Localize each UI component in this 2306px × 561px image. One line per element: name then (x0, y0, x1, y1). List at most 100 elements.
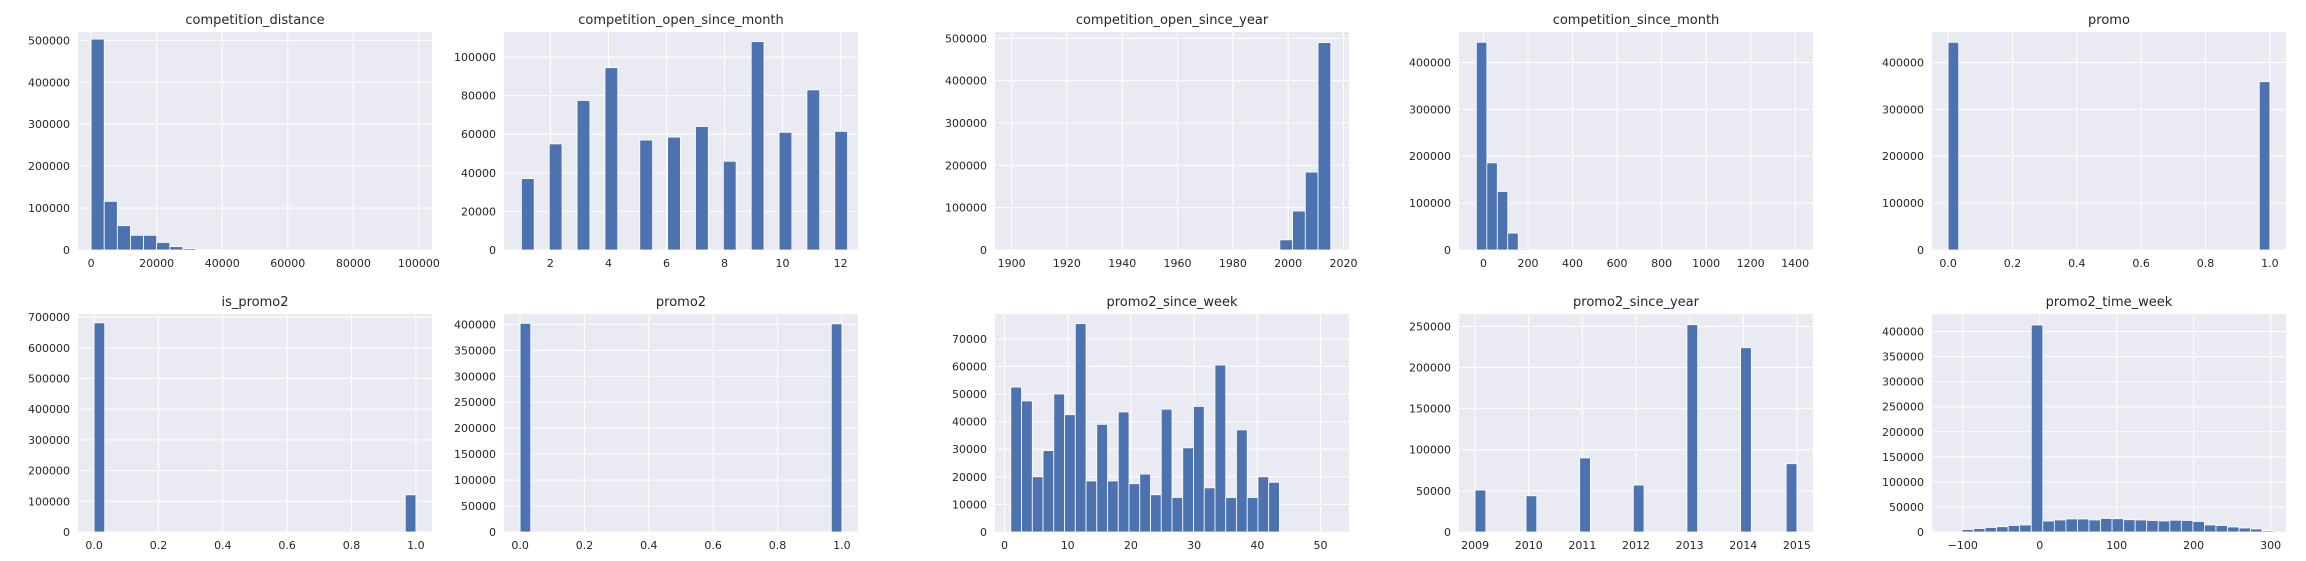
x-tick-label: 1400 (1781, 257, 1809, 270)
x-tick-label: 30 (1187, 539, 1201, 552)
x-tick-label: 0.2 (150, 539, 168, 552)
x-tick-label: 8 (721, 257, 728, 270)
x-tick-label: 60000 (270, 257, 305, 270)
x-tick-label: 1980 (1219, 257, 1247, 270)
x-tick-label: 6 (663, 257, 670, 270)
y-tick-label: 50000 (952, 388, 987, 401)
x-tick-label: 1900 (998, 257, 1026, 270)
subplot-promo2: 0.0 0.2 0.4 0.6 0.8 1.0 0 50000 100000 150000 2000… (454, 295, 858, 552)
y-tick-label: 0 (489, 526, 496, 539)
x-tick-label: 1920 (1053, 257, 1081, 270)
x-tick-label: 10 (1061, 539, 1075, 552)
x-tick-label: 1200 (1737, 257, 1765, 270)
plot-area (1459, 32, 1813, 250)
histogram-bar (1486, 162, 1498, 251)
x-tick-label: 0.8 (2197, 257, 2215, 270)
y-tick-label: 400000 (1882, 326, 1924, 339)
subplot-promo2_since_week: 0 10 20 30 40 50 0 10000 20000 30000 40000 50000 600… (952, 295, 1349, 552)
histogram-bar (1171, 497, 1184, 533)
histogram-bar (1150, 494, 1162, 533)
histogram-bar (2030, 324, 2044, 533)
histogram-bar (2042, 520, 2055, 533)
subplot-title: promo2_since_year (1573, 295, 1700, 310)
x-tick-label: 0.8 (343, 539, 361, 552)
histogram-bar (2238, 527, 2252, 533)
y-tick-label: 200000 (1409, 361, 1451, 374)
y-tick-label: 20000 (952, 471, 987, 484)
histogram-bar (1225, 497, 1237, 533)
histogram-bar (2088, 519, 2101, 533)
x-tick-label: 1.0 (407, 539, 425, 552)
histogram-bar (143, 234, 158, 251)
histogram-bar (1304, 171, 1319, 251)
subplot-is_promo2: 0.0 0.2 0.4 0.6 0.8 1.0 0 100000 200000 300000 400… (28, 295, 432, 552)
histogram-bar (1096, 423, 1108, 533)
y-tick-label: 300000 (28, 118, 70, 131)
subplot-competition_distance: 0 20000 40000 60000 80000 100000 0 100000 200000… (28, 13, 440, 270)
histogram-bar (93, 322, 106, 533)
histogram-bar (1984, 527, 1998, 533)
y-tick-label: 0 (1917, 244, 1924, 257)
y-tick-label: 60000 (952, 360, 987, 373)
histogram-bar (1268, 481, 1280, 533)
histogram-bar (548, 143, 563, 251)
subplot-competition_since_month: 0 200 400 600 800 1000 1200 1400 0 100000 200000 30… (1409, 13, 1813, 270)
y-tick-label: 100000 (454, 51, 496, 64)
histogram-bar (1128, 483, 1141, 533)
x-tick-label: 80000 (336, 257, 371, 270)
y-tick-label: 300000 (1882, 103, 1924, 116)
plot-area (504, 314, 858, 532)
x-tick-label: 20 (1124, 539, 1138, 552)
y-tick-label: 40000 (461, 167, 496, 180)
y-tick-label: 200000 (28, 160, 70, 173)
x-tick-label: 100000 (398, 257, 440, 270)
histogram-bar (1257, 476, 1270, 533)
histogram-bar (778, 131, 793, 251)
x-tick-label: 0.4 (2068, 257, 2086, 270)
x-tick-label: 2011 (1568, 539, 1596, 552)
y-tick-label: 500000 (28, 34, 70, 47)
y-tick-label: 60000 (461, 128, 496, 141)
x-tick-label: 0.6 (2132, 257, 2150, 270)
x-tick-label: 1.0 (833, 539, 851, 552)
y-tick-label: 500000 (945, 32, 987, 45)
histogram-bar (1496, 190, 1509, 251)
y-tick-label: 40000 (952, 416, 987, 429)
y-tick-label: 0 (1917, 526, 1924, 539)
y-tick-label: 150000 (454, 448, 496, 461)
subplot-title: competition_open_since_year (1076, 13, 1269, 28)
x-tick-label: 2000 (1274, 257, 1302, 270)
x-tick-label: 0.0 (1939, 257, 1957, 270)
subplot-title: competition_since_month (1553, 13, 1720, 28)
histogram-bar (2192, 521, 2205, 533)
x-tick-label: 10 (776, 257, 790, 270)
histogram-bar (1117, 411, 1130, 533)
y-tick-label: 0 (63, 526, 70, 539)
y-tick-label: 20000 (461, 205, 496, 218)
y-tick-label: 10000 (952, 498, 987, 511)
y-tick-label: 400000 (28, 403, 70, 416)
y-tick-label: 0 (980, 526, 987, 539)
x-tick-label: 400 (1562, 257, 1583, 270)
y-tick-label: 100000 (1409, 197, 1451, 210)
histogram-bar (1021, 400, 1033, 533)
y-tick-label: 700000 (28, 311, 70, 324)
y-tick-label: 350000 (1882, 351, 1924, 364)
histogram-bar (1031, 476, 1044, 533)
y-tick-label: 400000 (1409, 56, 1451, 69)
histogram-bar (1193, 406, 1205, 533)
x-tick-label: 0.6 (704, 539, 722, 552)
x-tick-label: 1940 (1108, 257, 1136, 270)
plot-area (1932, 314, 2286, 532)
histogram-bar (2007, 525, 2021, 533)
histogram-bar (90, 38, 105, 251)
histogram-bar (1085, 480, 1098, 533)
y-tick-label: 100000 (1409, 444, 1451, 457)
histogram-bar (1139, 473, 1151, 533)
histogram-bar (604, 67, 619, 251)
histogram-bar (1292, 210, 1306, 251)
histogram-bar (639, 139, 653, 251)
y-tick-label: 300000 (945, 117, 987, 130)
histogram-bar (1973, 528, 1986, 533)
histogram-bar (834, 130, 848, 251)
